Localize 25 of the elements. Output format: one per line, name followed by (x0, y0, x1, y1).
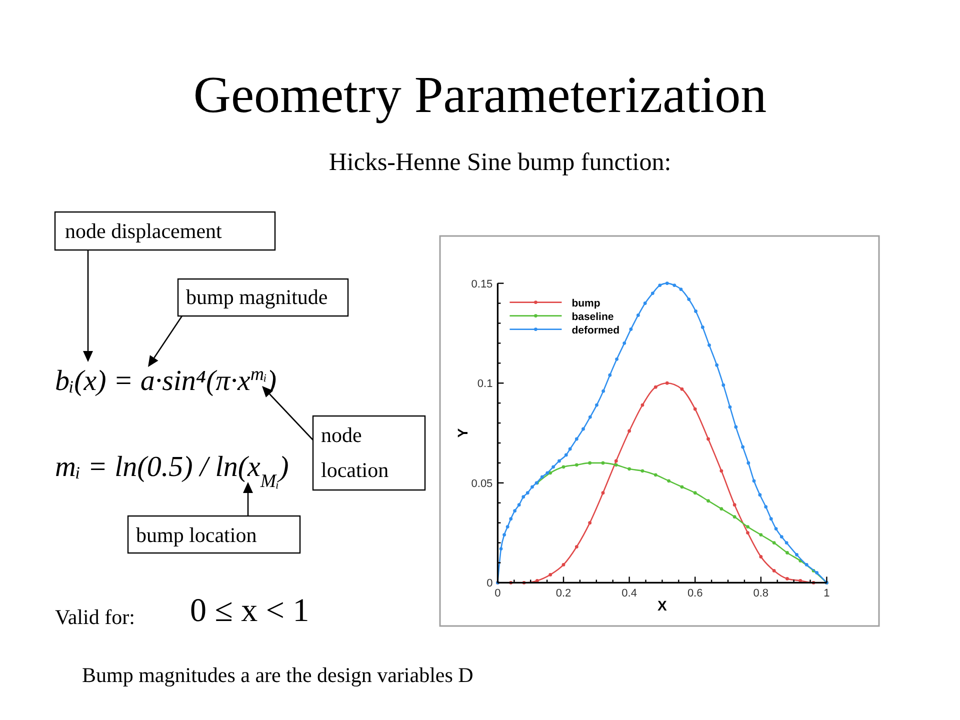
legend-label: bump (572, 297, 600, 310)
text: Bump magnitudes a are the design variables D (82, 663, 474, 687)
text: node location (321, 423, 390, 482)
legend-label: deformed (572, 324, 620, 336)
y-tick-label: 0 (486, 578, 493, 590)
text: Valid for: (55, 605, 135, 629)
y-tick-label: 0.1 (477, 378, 493, 390)
x-tick-label: 0.8 (753, 588, 769, 600)
x-tick-label: 0 (494, 588, 501, 600)
chart-subtitle: Hicks-Henne Sine bump function: (328, 149, 672, 176)
x-axis-title: X (658, 598, 668, 614)
text: bump magnitude (186, 285, 328, 309)
x-tick-label: 0.6 (687, 588, 703, 600)
text: node displacement (65, 219, 222, 243)
legend-label: baseline (572, 310, 614, 323)
x-tick-label: 1 (824, 588, 830, 600)
x-tick-label: 0.4 (622, 588, 637, 600)
text: 0 ≤ x < 1 (190, 593, 310, 629)
chart-title: Geometry Parameterization (193, 67, 767, 124)
x-tick-label: 0.2 (556, 588, 572, 600)
text: bump location (136, 523, 258, 547)
y-tick-label: 0.15 (471, 278, 493, 290)
y-tick-label: 0.05 (471, 478, 493, 490)
y-axis-title: Y (454, 428, 471, 438)
text: mᵢ = ln(0.5) / ln(x$_{Mᵢ}$) (55, 451, 289, 492)
